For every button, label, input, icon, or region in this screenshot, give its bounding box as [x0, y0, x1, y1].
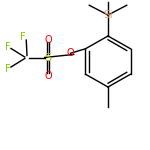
Text: Si: Si	[103, 10, 113, 20]
Text: O: O	[44, 71, 52, 81]
Text: S: S	[44, 53, 52, 63]
Text: F: F	[20, 32, 26, 42]
Text: O: O	[67, 48, 74, 58]
Text: F: F	[5, 64, 11, 74]
Text: O: O	[44, 35, 52, 45]
Text: F: F	[5, 42, 11, 52]
